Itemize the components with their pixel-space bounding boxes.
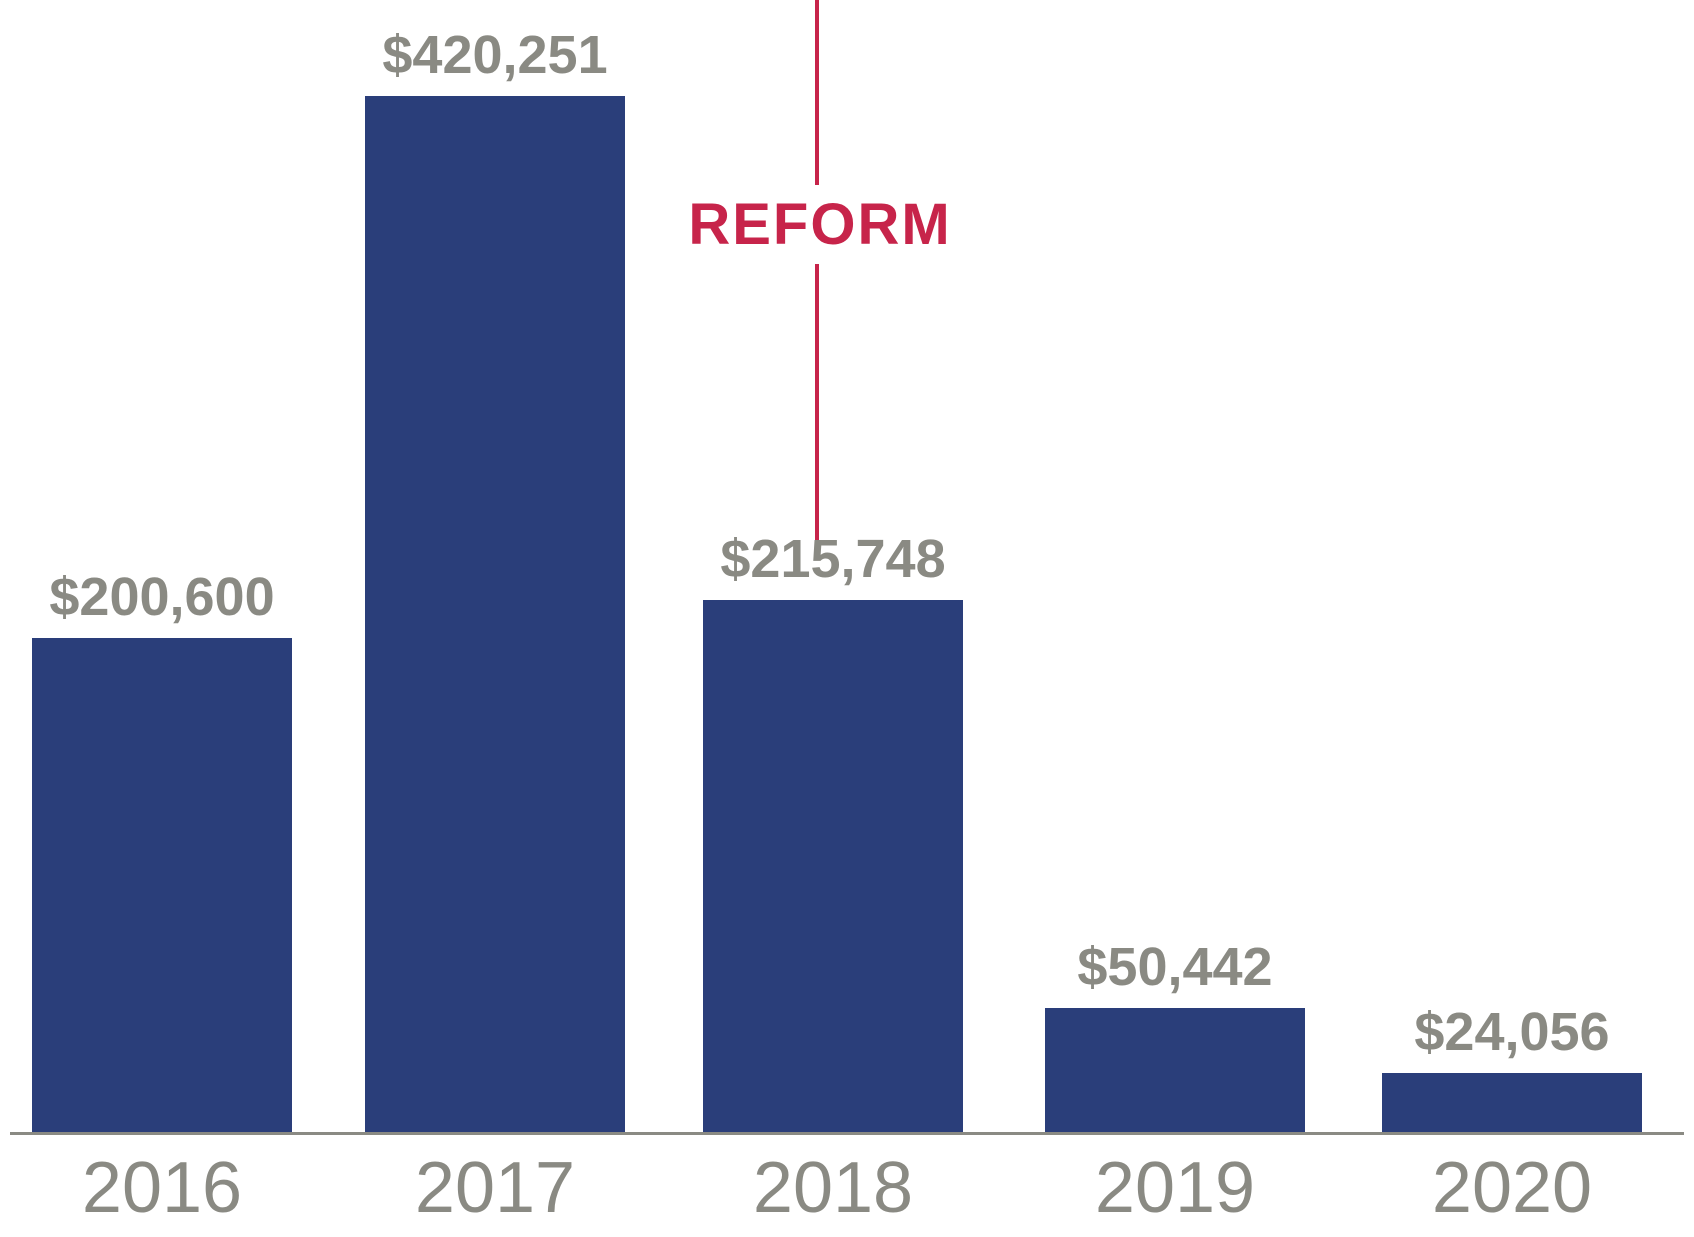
- bar-chart: $200,600 $420,251 $215,748 $50,442 $24,056 R…: [0, 0, 1694, 1237]
- bar-2020: [1382, 1073, 1642, 1132]
- bar-2018: [703, 600, 963, 1132]
- reform-label: REFORM: [660, 185, 980, 264]
- x-axis-label: 2020: [1362, 1147, 1662, 1229]
- bar-2017: [365, 96, 625, 1132]
- x-axis-label: 2017: [345, 1147, 645, 1229]
- x-axis-label: 2018: [683, 1147, 983, 1229]
- bar-value-label: $50,442: [1015, 936, 1335, 998]
- x-axis: 2016 2017 2018 2019 2020: [10, 1132, 1684, 1237]
- bar-group-2020: $24,056: [1382, 993, 1642, 1132]
- reform-divider-line: [815, 0, 819, 540]
- bar-value-label: $200,600: [2, 566, 322, 628]
- x-axis-label: 2019: [1025, 1147, 1325, 1229]
- bar-value-label: $215,748: [673, 528, 993, 590]
- x-axis-label: 2016: [12, 1147, 312, 1229]
- bar-group-2018: $215,748: [703, 520, 963, 1132]
- bar-group-2019: $50,442: [1045, 928, 1305, 1132]
- bar-value-label: $420,251: [335, 24, 655, 86]
- bar-2019: [1045, 1008, 1305, 1132]
- bar-value-label: $24,056: [1352, 1001, 1672, 1063]
- bar-group-2017: $420,251: [365, 16, 625, 1132]
- bar-group-2016: $200,600: [32, 558, 292, 1133]
- bar-2016: [32, 638, 292, 1133]
